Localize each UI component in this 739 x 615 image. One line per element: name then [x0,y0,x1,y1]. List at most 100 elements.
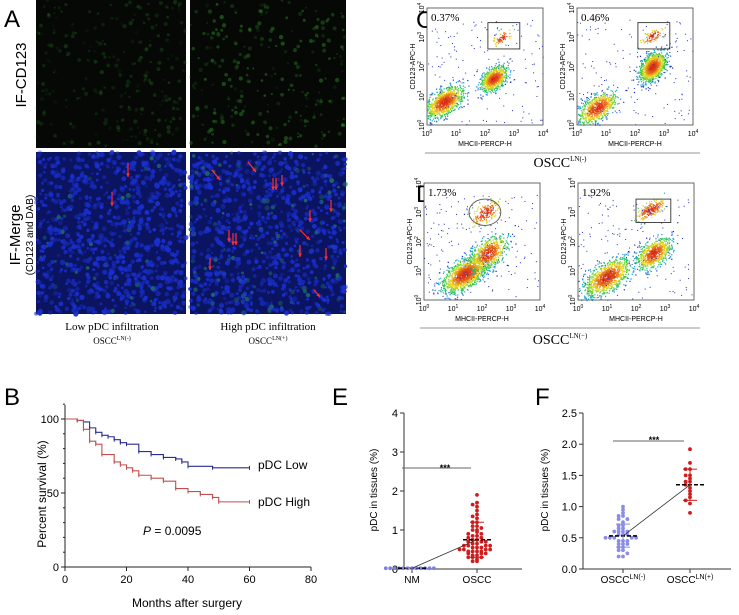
red-arrow-icon [324,248,328,260]
nucleus [178,269,184,276]
event-dot [475,24,477,26]
event-dot [428,107,431,109]
nucleus [254,257,258,261]
nucleus [111,298,115,302]
nucleus [232,217,238,223]
nucleus [340,193,344,197]
nucleus [288,288,292,292]
event-dot [440,91,442,93]
nucleus [125,211,130,216]
nucleus [216,239,221,245]
nucleus [311,288,317,294]
event-dot [447,102,449,104]
cd123-signal [122,50,126,54]
nucleus [95,154,100,159]
nucleus [272,242,278,248]
nucleus [106,264,110,268]
nucleus [276,252,281,257]
group-label-low: OSCCLN(-) [93,335,131,346]
nucleus [289,297,293,301]
nucleus [209,216,213,220]
nucleus [266,277,273,283]
nucleus [254,152,258,156]
cd123-signal [289,83,294,88]
nucleus [69,158,73,162]
group-label-d: OSCCLN(−) [533,332,588,348]
nucleus [317,226,323,232]
cd123-signal [314,25,319,30]
cd123-signal [218,64,222,69]
cd123-signal [144,47,149,52]
nucleus [103,238,109,243]
group-label-c: OSCCLN(-) [534,155,588,171]
nucleus [249,296,253,300]
cd123-signal [322,48,327,53]
cd123-signal [138,89,141,92]
nucleus [47,181,52,185]
event-dot [593,108,595,111]
nucleus [260,277,267,284]
nucleus [73,164,79,170]
cd123-signal [69,140,74,145]
nucleus [342,219,346,223]
event-dot [480,83,482,85]
nucleus [122,255,126,258]
event-dot [499,88,501,90]
cd123-signal [137,40,142,45]
nucleus [150,302,155,307]
nucleus [98,233,104,239]
event-dot [460,96,462,98]
nucleus [68,254,73,258]
nucleus [191,173,195,178]
event-dot [453,90,455,93]
nucleus [123,288,129,294]
cd123-signal [316,99,320,103]
nucleus [121,259,126,264]
nucleus [59,268,64,272]
nucleus [48,277,53,282]
event-dot [429,105,431,107]
row-sublabel: (CD123 and DAB) [25,195,36,276]
cd123-signal [116,58,120,62]
cd123-signal [118,73,123,77]
nucleus [237,150,241,155]
nucleus [238,279,241,283]
nucleus [246,259,252,265]
nucleus [82,222,87,227]
cd123-signal [92,49,96,53]
nucleus [232,174,236,178]
nucleus [213,159,217,163]
cd123-signal [133,62,137,65]
nucleus [311,195,315,198]
nucleus [280,272,284,277]
nucleus [125,240,130,245]
event-dot [439,92,441,95]
nucleus [307,280,312,285]
cd123-signal [34,18,38,21]
nucleus [257,204,262,209]
cd123-signal [204,3,209,8]
nucleus [114,286,118,290]
arrow-head [271,186,275,190]
event-dot [499,81,501,83]
nucleus [209,243,215,248]
cd123-signal [52,28,56,32]
event-dot [432,107,434,109]
event-dot [606,103,608,105]
nucleus [245,307,251,312]
cd123-signal [332,85,337,90]
nucleus [211,176,215,180]
nucleus [277,150,283,155]
cd123-signal [128,95,131,99]
event-dot [449,111,452,114]
event-dot [466,124,468,126]
event-dot [609,104,611,106]
cd123-signal [94,132,99,137]
nucleus [223,160,228,165]
event-dot [485,79,487,82]
nucleus [298,196,302,201]
nucleus [41,266,45,270]
cd123-signal [43,5,46,8]
event-dot [498,79,500,81]
event-dot [591,104,593,106]
